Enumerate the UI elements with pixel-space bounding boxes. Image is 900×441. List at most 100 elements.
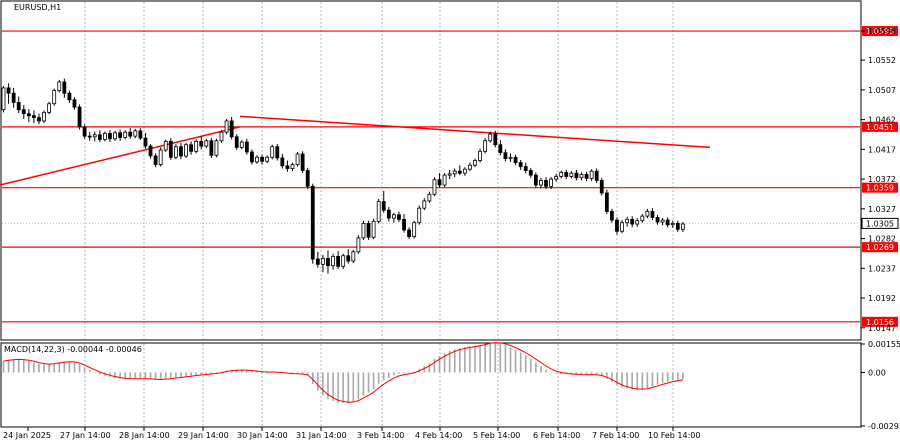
histogram-bar bbox=[626, 372, 628, 389]
candle-body bbox=[331, 256, 335, 267]
histogram-bar bbox=[357, 372, 360, 400]
candle-body bbox=[427, 193, 432, 202]
candle-body bbox=[417, 207, 422, 224]
horizontal-levels: 1.0596 1.0451 1.0359 1.0269 1.0156 1.0305 bbox=[2, 26, 899, 327]
histogram-bar bbox=[459, 348, 461, 373]
histogram-bar bbox=[12, 359, 15, 373]
histogram-bar bbox=[590, 372, 593, 375]
histogram-bar bbox=[484, 343, 486, 373]
histogram-bar bbox=[205, 372, 208, 374]
histogram-bar bbox=[367, 372, 370, 393]
candle-body bbox=[513, 156, 518, 163]
histogram-bar bbox=[641, 372, 644, 390]
candle-body bbox=[260, 156, 264, 162]
histogram-bar bbox=[469, 346, 471, 373]
histogram-bar bbox=[519, 352, 522, 373]
candle-body bbox=[376, 201, 381, 222]
candle-body bbox=[163, 141, 168, 151]
time-label: 27 Jan 14:00 bbox=[60, 431, 111, 440]
candle-body bbox=[224, 120, 229, 133]
histogram-bar bbox=[306, 372, 309, 376]
level-price-label: 1.0269 bbox=[866, 243, 894, 252]
candle-body bbox=[478, 150, 482, 161]
histogram-bar bbox=[408, 372, 410, 374]
histogram-bar bbox=[514, 349, 517, 373]
candle-body bbox=[21, 109, 26, 115]
candle-body bbox=[579, 174, 584, 179]
candle-body bbox=[295, 153, 300, 165]
histogram-bar bbox=[261, 372, 263, 373]
candle-body bbox=[239, 141, 244, 148]
candle-body bbox=[559, 172, 564, 177]
candle-body bbox=[275, 146, 280, 159]
histogram-bar bbox=[448, 350, 451, 373]
histogram-bar bbox=[180, 372, 182, 378]
price-tick-label: 1.0192 bbox=[868, 294, 896, 303]
current-price-tag bbox=[861, 217, 899, 229]
histogram-bar bbox=[388, 372, 390, 378]
level-price-label: 1.0359 bbox=[866, 184, 894, 193]
candle-body bbox=[533, 174, 538, 186]
candle-body bbox=[503, 152, 508, 160]
candle-body bbox=[128, 131, 133, 137]
histogram-bar bbox=[119, 372, 121, 379]
candle-body bbox=[158, 149, 163, 165]
histogram-bar bbox=[474, 345, 476, 373]
candle-body bbox=[680, 223, 685, 230]
histogram-bar bbox=[606, 372, 608, 379]
histogram-bar bbox=[139, 372, 142, 379]
histogram-bar bbox=[185, 372, 187, 377]
histogram-bar bbox=[48, 364, 50, 373]
histogram-bar bbox=[53, 363, 55, 373]
histogram-bar bbox=[580, 372, 583, 375]
histogram-bar bbox=[235, 369, 238, 373]
histogram-bar bbox=[7, 359, 10, 373]
histogram-bar bbox=[73, 361, 76, 373]
histogram-bar bbox=[93, 372, 96, 373]
candles bbox=[1, 78, 685, 274]
candle-body bbox=[528, 170, 533, 176]
candle-body bbox=[244, 141, 249, 153]
histogram-bar bbox=[403, 372, 405, 374]
histogram-bar bbox=[43, 364, 45, 373]
candle-body bbox=[97, 134, 102, 140]
candle-body bbox=[285, 165, 290, 169]
candle-body bbox=[87, 135, 92, 138]
price-tick-label: 1.0237 bbox=[868, 264, 896, 273]
candle-body bbox=[422, 200, 427, 209]
histogram-bar bbox=[377, 372, 380, 384]
histogram-bar bbox=[109, 372, 111, 377]
candle-body bbox=[103, 133, 107, 140]
histogram-bar bbox=[524, 355, 527, 373]
histogram-bar bbox=[33, 362, 35, 373]
histogram-bar bbox=[555, 372, 557, 374]
candle-body bbox=[346, 255, 351, 262]
candle-body bbox=[229, 120, 234, 138]
level-price-tag bbox=[862, 182, 898, 193]
histogram-bar bbox=[164, 372, 167, 379]
candle-body bbox=[523, 166, 528, 171]
candle-body bbox=[57, 81, 62, 91]
time-label: 7 Feb 14:00 bbox=[592, 431, 639, 440]
histogram-bar bbox=[651, 372, 654, 387]
chart-grid bbox=[2, 2, 860, 426]
histogram-bar bbox=[666, 372, 669, 382]
histogram-bar bbox=[560, 372, 562, 374]
candle-body bbox=[341, 255, 346, 267]
main-chart-frame bbox=[0, 0, 862, 341]
candle-body bbox=[336, 256, 341, 267]
candle-body bbox=[518, 162, 523, 167]
candle-body bbox=[468, 164, 472, 170]
candle-body bbox=[42, 111, 46, 122]
histogram-bar bbox=[88, 369, 91, 373]
histogram-bar bbox=[585, 372, 588, 375]
candle-body bbox=[92, 134, 97, 138]
histogram-bar bbox=[144, 372, 147, 379]
histogram-bar bbox=[2, 361, 5, 373]
histogram-bar bbox=[301, 372, 304, 375]
candle-body bbox=[199, 141, 204, 147]
level-price-tag bbox=[862, 26, 898, 37]
candle-body bbox=[143, 137, 148, 147]
histogram-bar bbox=[682, 372, 684, 379]
